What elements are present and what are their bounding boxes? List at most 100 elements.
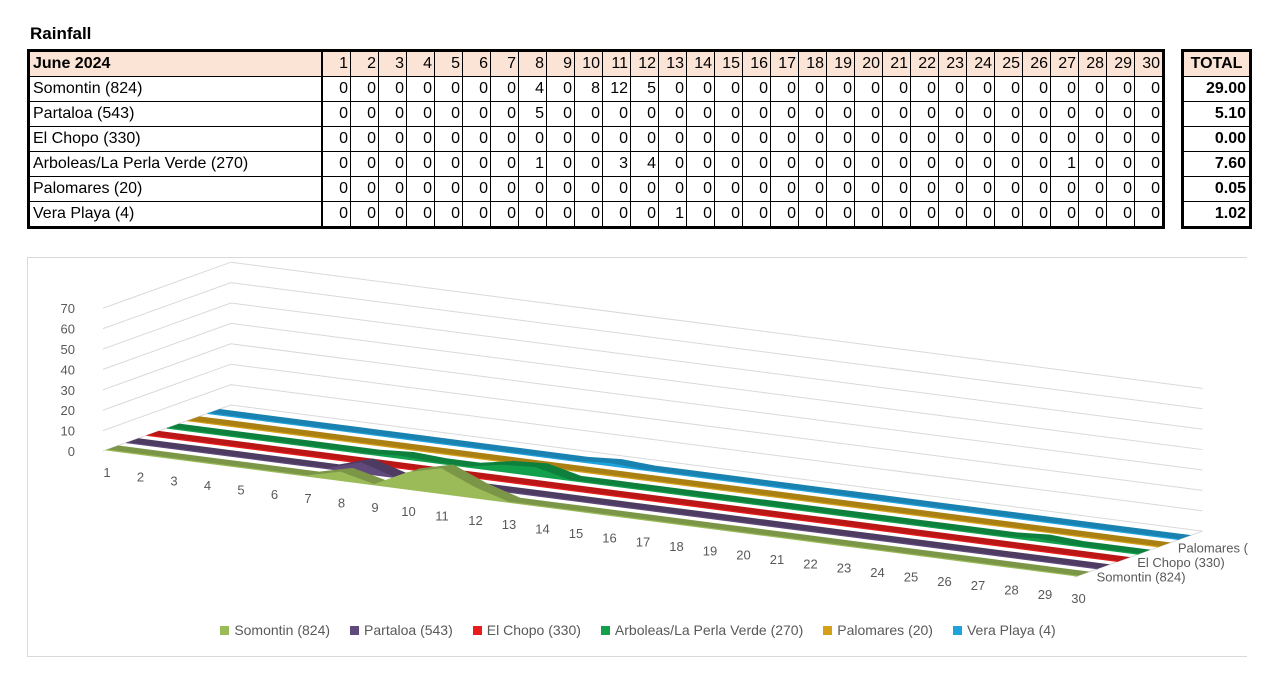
rain-cell: 0 — [630, 126, 659, 152]
total-row: 5.10 — [1182, 101, 1251, 127]
x-tick-label: 12 — [468, 513, 482, 528]
total-cell: 0.05 — [1182, 176, 1251, 202]
rain-cell: 0 — [686, 76, 715, 102]
month-header: June 2024 — [28, 50, 323, 77]
rain-cell: 0 — [770, 126, 799, 152]
rain-cell: 0 — [630, 201, 659, 228]
rain-cell: 0 — [490, 126, 519, 152]
rain-cell: 0 — [798, 126, 827, 152]
rain-cell: 0 — [434, 126, 463, 152]
rain-cell: 0 — [882, 76, 911, 102]
rain-cell: 0 — [798, 201, 827, 228]
rain-cell: 0 — [574, 101, 603, 127]
rain-cell: 0 — [938, 76, 967, 102]
legend-item: Partaloa (543) — [350, 622, 453, 638]
rain-cell: 0 — [966, 101, 995, 127]
rain-cell: 0 — [1022, 101, 1051, 127]
rain-cell: 0 — [1106, 176, 1135, 202]
rain-cell: 0 — [1050, 201, 1079, 228]
depth-axis-label: El Chopo (330) — [1137, 555, 1224, 570]
y-tick-label: 0 — [68, 444, 75, 459]
day-header: 24 — [966, 50, 995, 77]
day-header: 22 — [910, 50, 939, 77]
total-row: 7.60 — [1182, 151, 1251, 177]
series-area — [146, 434, 1119, 563]
legend-swatch — [472, 625, 482, 635]
rain-cell: 0 — [826, 101, 855, 127]
day-header: 3 — [378, 50, 407, 77]
gridline — [102, 282, 1203, 410]
series-area-top — [146, 430, 1131, 562]
total-header-row: TOTAL — [1182, 50, 1251, 77]
rain-cell: 0 — [574, 201, 603, 228]
rain-cell: 0 — [378, 101, 407, 127]
rain-cell: 0 — [1078, 201, 1107, 228]
rain-cell: 0 — [350, 176, 379, 202]
rainfall-table: June 2024 1 2 3 4 5 6 7 8 9 10 11 12 13 14 15 16 17 18 19 2… — [27, 49, 1165, 229]
x-tick-label: 17 — [636, 535, 650, 550]
day-header: 16 — [742, 50, 771, 77]
rain-cell: 0 — [686, 176, 715, 202]
rain-cell: 0 — [574, 151, 603, 177]
rain-cell: 0 — [378, 76, 407, 102]
total-cell: 5.10 — [1182, 101, 1251, 127]
legend-swatch — [350, 625, 360, 635]
rain-cell: 0 — [378, 176, 407, 202]
rain-cell: 0 — [518, 201, 547, 228]
rain-cell: 3 — [602, 151, 631, 177]
rain-cell: 0 — [1050, 76, 1079, 102]
rain-cell: 0 — [350, 101, 379, 127]
rain-cell: 0 — [966, 126, 995, 152]
rain-cell: 0 — [462, 101, 491, 127]
series-area-top — [126, 438, 1111, 569]
rain-cell: 0 — [1078, 101, 1107, 127]
series-area-top — [166, 423, 1151, 555]
total-row: 29.00 — [1182, 76, 1251, 102]
x-tick-label: 14 — [535, 522, 549, 537]
rain-cell: 0 — [1078, 76, 1107, 102]
rain-cell: 0 — [658, 126, 687, 152]
day-header: 17 — [770, 50, 799, 77]
rain-cell: 0 — [742, 201, 771, 228]
day-header: 26 — [1022, 50, 1051, 77]
rain-cell: 0 — [882, 151, 911, 177]
station-name: Vera Playa (4) — [28, 201, 323, 228]
day-header: 18 — [798, 50, 827, 77]
table-row: Arboleas/La Perla Verde (270) 0 0 0 0 0 0 0 1 0 0 3… — [28, 151, 1164, 177]
rain-cell: 0 — [770, 151, 799, 177]
rain-cell: 0 — [966, 151, 995, 177]
day-header: 13 — [658, 50, 687, 77]
series-area-top — [106, 445, 1090, 577]
rain-cell: 1 — [1050, 151, 1079, 177]
day-header: 14 — [686, 50, 715, 77]
rain-cell: 0 — [574, 126, 603, 152]
x-tick-label: 7 — [304, 491, 311, 506]
day-header: 5 — [434, 50, 463, 77]
rain-cell: 0 — [882, 126, 911, 152]
rain-cell: 0 — [1050, 101, 1079, 127]
table-row: El Chopo (330) 0 0 0 0 0 0 0 0 0 0 0 0 0 0 0 0 0 0 0 0 0 0 0 0 0 0… — [28, 126, 1164, 152]
depth-axis-label: Palomares (20) — [1178, 540, 1248, 555]
station-name: El Chopo (330) — [28, 126, 323, 152]
rain-cell: 0 — [1106, 201, 1135, 228]
rain-cell: 0 — [714, 201, 743, 228]
x-tick-label: 11 — [435, 509, 449, 524]
rain-cell: 0 — [1134, 101, 1164, 127]
rain-cell: 0 — [686, 126, 715, 152]
rain-cell: 0 — [826, 176, 855, 202]
rain-cell: 0 — [686, 201, 715, 228]
rain-cell: 0 — [714, 176, 743, 202]
rain-cell: 0 — [1022, 151, 1051, 177]
x-tick-label: 13 — [502, 517, 516, 532]
rain-cell: 0 — [350, 151, 379, 177]
rain-cell: 0 — [686, 151, 715, 177]
rain-cell: 0 — [854, 126, 883, 152]
rain-cell: 0 — [1106, 126, 1135, 152]
table-row: Partaloa (543) 0 0 0 0 0 0 0 5 0 0 0 0 0 0 0 0 0 0 0 0 0 0 0 0 0 0… — [28, 101, 1164, 127]
legend-label: Somontin (824) — [234, 622, 331, 638]
gridline — [102, 363, 1203, 491]
rain-cell: 0 — [714, 101, 743, 127]
rain-cell: 0 — [350, 201, 379, 228]
total-cell: 29.00 — [1182, 76, 1251, 102]
station-name: Arboleas/La Perla Verde (270) — [28, 151, 323, 177]
